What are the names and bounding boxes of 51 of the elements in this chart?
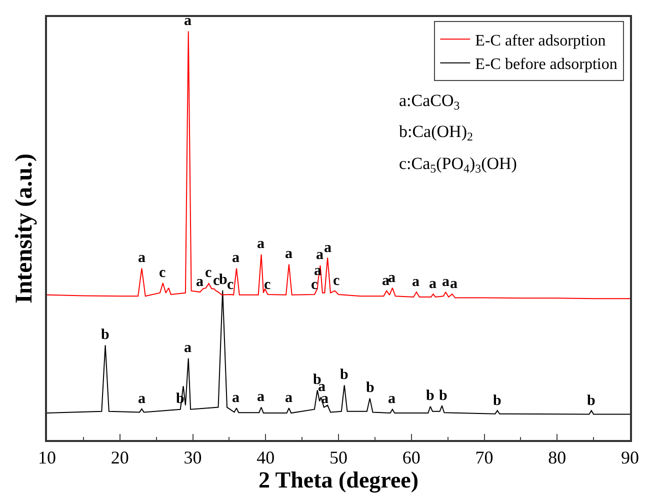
annotation: a xyxy=(184,340,192,356)
annotation: a:CaCO$_{3}$ xyxy=(399,91,460,113)
annotation: b xyxy=(426,388,434,404)
x-tick-label: 80 xyxy=(548,448,566,468)
annotation: c xyxy=(213,273,220,289)
annotation: a xyxy=(450,276,458,292)
annotation: b:Ca(OH)$_{2}$ xyxy=(399,122,473,144)
annotation: b xyxy=(366,380,374,396)
annotation: a xyxy=(285,246,293,262)
annotation: a xyxy=(196,274,204,290)
legend-label: E-C before adsorption xyxy=(475,56,618,74)
annotation: a xyxy=(442,274,450,290)
annotation: c xyxy=(227,277,234,293)
annotation: a xyxy=(382,273,390,289)
annotation: b xyxy=(219,272,228,288)
x-tick-label: 10 xyxy=(38,448,56,468)
y-axis-title: Intensity (a.u.) xyxy=(12,153,38,304)
annotation: c xyxy=(159,265,166,281)
x-tick-label: 60 xyxy=(402,448,420,468)
annotation: a xyxy=(412,274,420,290)
annotation: a xyxy=(316,247,324,263)
x-tick-label: 90 xyxy=(621,448,639,468)
annotation: a xyxy=(257,236,265,252)
annotation: a xyxy=(285,390,293,406)
annotation: b xyxy=(439,388,448,404)
annotation: a xyxy=(232,250,240,266)
annotation: a xyxy=(324,240,332,256)
annotation: c xyxy=(311,277,318,293)
annotation: a xyxy=(257,389,265,405)
x-tick-label: 20 xyxy=(110,448,129,468)
x-axis-title: 2 Theta (degree) xyxy=(258,468,419,494)
annotation: c xyxy=(205,265,212,281)
annotation: a xyxy=(138,391,146,407)
annotation: b xyxy=(101,327,110,343)
annotation: a xyxy=(184,13,192,29)
legend-label: E-C after adsorption xyxy=(475,32,606,50)
annotation: c:Ca$_{5}$(PO$_{4}$)$_{3}$(OH) xyxy=(399,154,517,176)
annotation: a xyxy=(388,270,396,286)
x-tick-label: 70 xyxy=(475,448,494,468)
x-tick-label: 30 xyxy=(184,448,202,468)
annotation: b xyxy=(340,367,348,383)
annotation: c xyxy=(264,277,271,293)
annotation: c xyxy=(333,273,340,289)
annotation: a xyxy=(138,250,146,266)
annotation: b xyxy=(493,393,502,409)
annotation: a xyxy=(388,391,396,407)
annotation: a xyxy=(429,276,437,292)
annotation: b xyxy=(587,393,596,409)
x-tick-label: 40 xyxy=(256,448,275,468)
annotation: a xyxy=(232,390,240,406)
x-tick-label: 50 xyxy=(330,448,348,468)
